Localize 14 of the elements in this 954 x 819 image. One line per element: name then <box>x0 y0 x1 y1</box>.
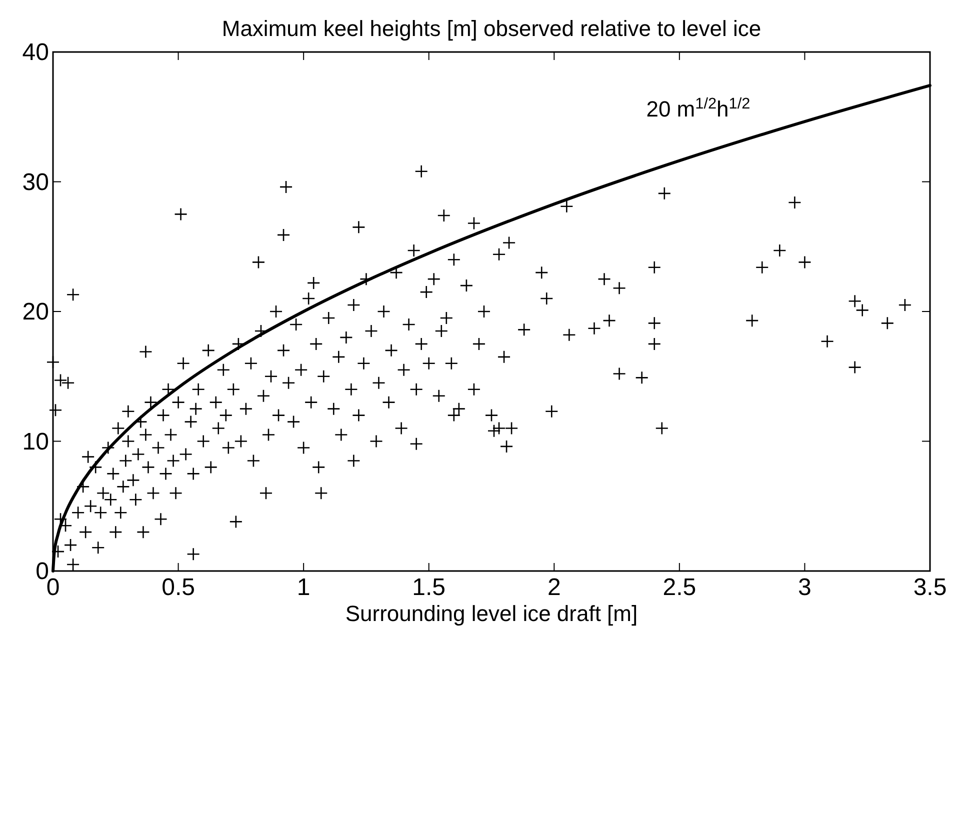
x-tick-label: 1 <box>296 574 310 601</box>
x-axis-title: Surrounding level ice draft [m] <box>345 601 638 626</box>
x-tick-label: 2 <box>547 574 561 601</box>
y-tick-label: 40 <box>22 39 49 66</box>
x-tick-label: 3 <box>798 574 812 601</box>
y-tick-label: 20 <box>22 298 49 326</box>
x-tick-label: 1.5 <box>412 574 446 601</box>
x-tick-label: 3.5 <box>913 574 947 601</box>
x-tick-label: 0.5 <box>162 574 195 601</box>
y-tick-label: 10 <box>22 428 49 456</box>
series-label: 20 m$^{1/2}$h$^{1/2}$ <box>646 95 750 122</box>
chart-title: Maximum keel heights [m] observed relative to level ice <box>222 16 762 41</box>
y-tick-label: 30 <box>22 168 49 196</box>
x-tick-label: 2.5 <box>662 574 696 601</box>
